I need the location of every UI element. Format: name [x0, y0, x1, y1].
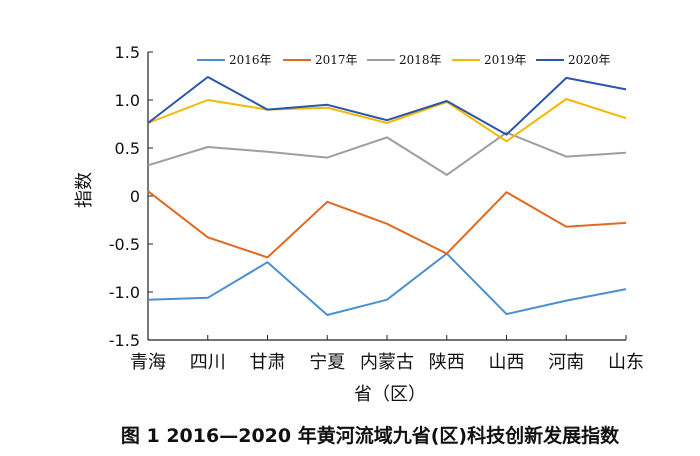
legend-label: 2016年 — [229, 53, 272, 67]
series-line-2019年 — [147, 98, 627, 143]
series-line-2016年 — [147, 252, 627, 316]
x-tick-label: 陕西 — [429, 352, 465, 373]
y-tick-label: -0.5 — [109, 235, 140, 254]
x-tick-label: 甘肃 — [250, 352, 286, 373]
x-tick-label: 青海 — [130, 352, 166, 373]
series-lines — [147, 76, 627, 316]
y-tick-label: 1.5 — [115, 43, 140, 62]
legend-label: 2019年 — [484, 53, 527, 67]
series-line-2018年 — [147, 131, 627, 176]
x-tick-label: 四川 — [190, 352, 226, 373]
y-tick-label: 0.5 — [115, 139, 140, 158]
plot-area — [147, 52, 626, 341]
y-tick-label: 0 — [130, 187, 140, 206]
chart-caption: 图 1 2016—2020 年黄河流域九省(区)科技创新发展指数 — [121, 424, 620, 447]
y-tick-label: -1.0 — [109, 283, 140, 302]
y-tick-label: 1.0 — [115, 91, 140, 110]
series-line-2020年 — [147, 76, 627, 136]
legend-label: 2020年 — [568, 53, 611, 67]
x-tick-label: 河南 — [548, 352, 584, 373]
x-tick-label: 内蒙古 — [360, 352, 414, 373]
legend: 2016年 2017年 2018年 2019年 2020年 — [197, 53, 611, 67]
x-axis-ticks: 青海 四川 甘肃 宁夏 内蒙古 陕西 山西 河南 山东 — [130, 335, 644, 373]
y-axis-label: 指数 — [74, 172, 95, 208]
x-axis-label: 省（区） — [354, 384, 426, 405]
y-tick-label: -1.5 — [109, 331, 140, 350]
y-axis-ticks: 1.5 1.0 0.5 0 -0.5 -1.0 -1.5 — [109, 43, 153, 350]
x-tick-label: 山西 — [489, 352, 525, 373]
legend-label: 2017年 — [315, 53, 358, 67]
x-tick-label: 宁夏 — [309, 352, 345, 373]
legend-label: 2018年 — [399, 53, 442, 67]
series-line-2017年 — [147, 190, 627, 259]
x-tick-label: 山东 — [608, 352, 644, 373]
